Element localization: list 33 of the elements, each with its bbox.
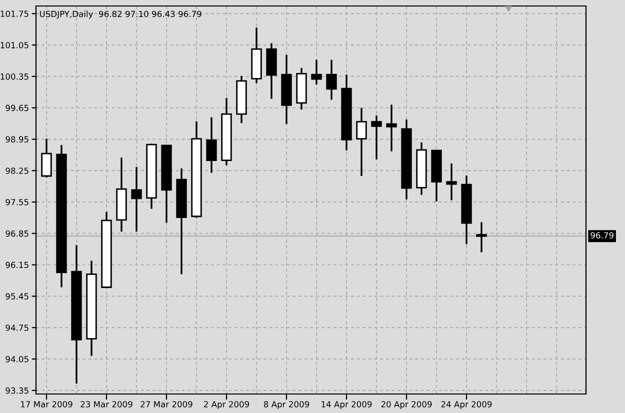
y-tick-label: 94.75 [6, 324, 28, 331]
y-tick-label: 98.95 [6, 136, 28, 143]
y-tick-label: 96.15 [6, 262, 28, 268]
y-tick-label: 98.25 [6, 168, 28, 174]
candlestick [476, 221, 487, 254]
x-tick-label: 2 Apr 2009 [204, 401, 250, 410]
y-tick-label: 93.35 [6, 387, 28, 394]
x-tick-label: 24 Apr 2009 [441, 401, 492, 410]
y-tick-label: 101.05 [0, 42, 28, 48]
candlestick [41, 138, 52, 178]
y-tick-label: 100.35 [0, 73, 28, 80]
y-tick-label: 95.45 [6, 293, 28, 300]
candlestick [311, 58, 322, 86]
y-tick-label: 96.85 [6, 230, 28, 237]
y-tick-label: 101.75 [0, 10, 28, 17]
candlestick [386, 104, 397, 152]
y-tick-label: 99.65 [6, 104, 28, 112]
candlestick [326, 58, 337, 101]
x-tick-label: 23 Mar 2009 [80, 401, 132, 408]
y-tick-label: 97.55 [6, 199, 28, 206]
candlestick [206, 116, 217, 174]
x-tick-label: 14 Apr 2009 [322, 401, 372, 410]
x-tick-label: 27 Mar 2009 [140, 401, 192, 408]
text: USDJPY,Daily 96.82 97.10 96.43 96.79 [40, 10, 202, 19]
candlestick [446, 162, 457, 202]
candlestick [131, 166, 142, 232]
candlestick [356, 106, 367, 177]
x-tick-label: 17 Mar 2009 [21, 401, 72, 408]
candlestick [371, 114, 382, 160]
ref-line-label: 96.79 [590, 232, 614, 239]
x-tick-label: 8 Apr 2009 [264, 401, 310, 410]
x-tick-label: 20 Apr 2009 [381, 401, 432, 410]
y-tick-label: 94.05 [6, 356, 28, 362]
